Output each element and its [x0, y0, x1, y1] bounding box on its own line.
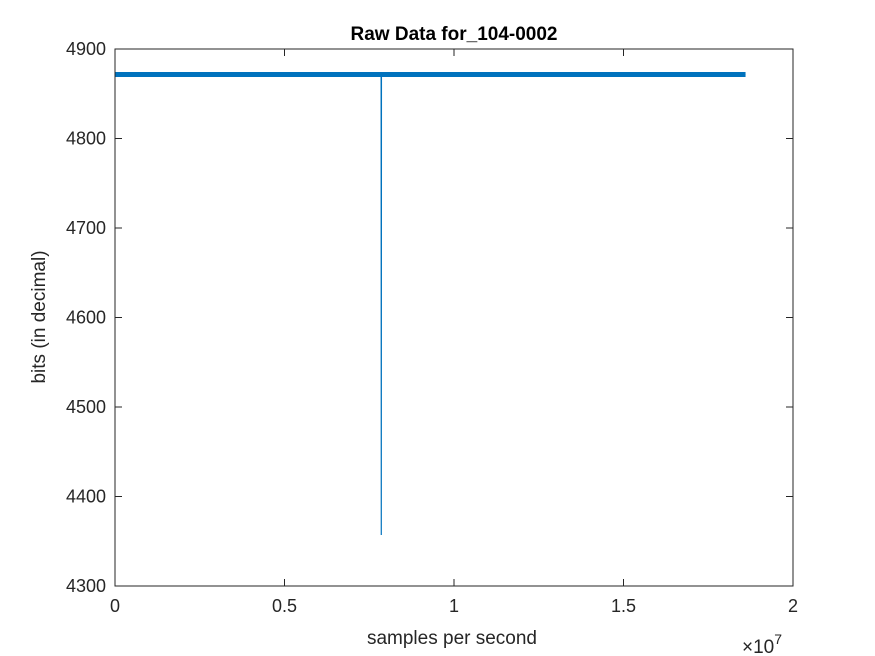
x-axis-label: samples per second	[367, 628, 537, 649]
x-exponent-label: ×107	[742, 631, 782, 656]
y-tick-label: 4600	[66, 308, 106, 328]
y-axis-label: bits (in decimal)	[29, 250, 50, 383]
y-tick-label: 4900	[66, 39, 106, 59]
plot-area	[114, 72, 746, 535]
y-tick-label: 4400	[66, 487, 106, 507]
x-tick-label: 1	[449, 596, 459, 616]
x-tick-label: 2	[788, 596, 798, 616]
x-tick-label: 0.5	[272, 596, 297, 616]
chart-title: Raw Data for_104-0002	[351, 24, 558, 45]
y-tick-label: 4500	[66, 397, 106, 417]
y-tick-label: 4700	[66, 218, 106, 238]
y-tick-label: 4800	[66, 129, 106, 149]
x-exponent-base: ×10	[742, 637, 774, 656]
x-exponent-power: 7	[774, 631, 782, 647]
y-tick-label: 4300	[66, 576, 106, 596]
x-axis: 0 0.5 1 1.5 2	[110, 49, 798, 616]
axes-background	[115, 49, 793, 586]
x-tick-label: 1.5	[611, 596, 636, 616]
x-tick-label: 0	[110, 596, 120, 616]
y-axis: 4300 4400 4500 4600 4700 4800 4900	[66, 39, 793, 596]
svg-text:×107: ×107	[742, 631, 782, 656]
